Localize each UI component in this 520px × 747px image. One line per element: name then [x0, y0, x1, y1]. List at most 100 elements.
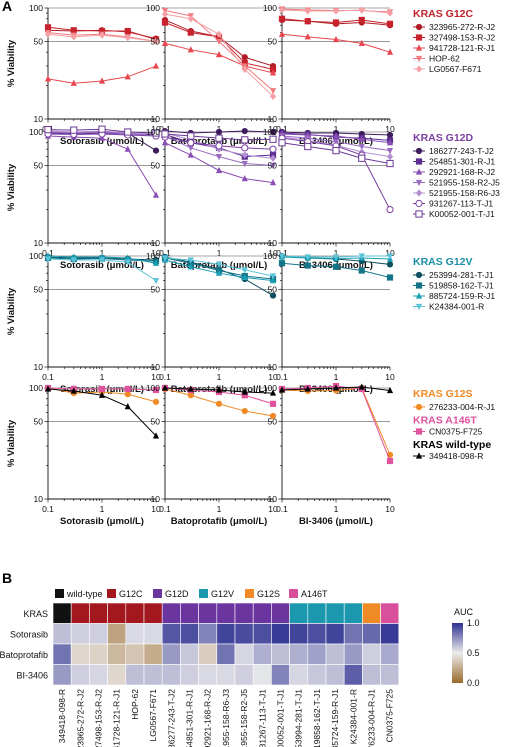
status-swatch: [199, 589, 208, 598]
y-tick-label: 10: [268, 362, 278, 372]
y-tick-label: 50: [151, 284, 161, 294]
auc-cell: [89, 643, 108, 665]
y-tick-label: 10: [268, 238, 278, 248]
data-point: [278, 6, 286, 14]
y-axis-label: % Viability: [6, 39, 17, 87]
data-point: [124, 254, 131, 261]
series-941728-121-r-j1: [278, 30, 394, 55]
legend-label: 254851-301-R-J1: [429, 157, 495, 167]
auc-cell: [52, 643, 72, 665]
data-point: [44, 126, 52, 134]
legend-kras-g12d: KRAS G12D 186277-243-T-J2254851-301-R-J12…: [413, 132, 500, 219]
kras-cell: [271, 602, 290, 624]
data-point: [187, 132, 195, 140]
legend-label: 931267-113-T-J1: [429, 199, 493, 209]
x-tick-label: 10: [385, 504, 395, 514]
data-point: [241, 175, 248, 182]
legend-label: HOP-62: [429, 54, 460, 64]
legend-entry: 931267-113-T-J1: [413, 199, 493, 209]
series-k00052-001-t-j1: [44, 125, 160, 137]
heatmap-row-label: KRAS: [23, 609, 48, 619]
heatmap-column-label: 521955-158-R6-J3: [221, 689, 231, 747]
legend-marker: [415, 303, 423, 311]
heatmap-column-label: 885724-159-R-J1: [330, 689, 340, 747]
data-point: [70, 126, 78, 134]
auc-cell: [180, 623, 199, 645]
series-349418-098-r: [278, 383, 394, 394]
data-point: [269, 154, 277, 162]
auc-cell: [307, 664, 327, 686]
status-label: G12S: [257, 589, 280, 599]
kras-cell: [125, 602, 145, 624]
data-point: [358, 154, 366, 162]
legend-marker: [415, 452, 423, 459]
y-tick-label: 100: [29, 3, 43, 13]
status-label: G12V: [211, 589, 234, 599]
data-point: [241, 388, 248, 395]
auc-cell: [216, 623, 236, 645]
y-tick-label: 50: [268, 36, 278, 46]
y-tick-label: 100: [263, 127, 277, 137]
data-point: [241, 407, 248, 415]
data-point: [70, 257, 77, 264]
x-tick-label: 1: [217, 504, 222, 514]
kras-cell: [343, 602, 363, 624]
kras-cell: [143, 602, 163, 624]
y-tick-label: 10: [268, 114, 278, 124]
x-tick-label: 10: [385, 124, 395, 134]
kras-cell: [289, 602, 309, 624]
data-point: [215, 166, 223, 174]
data-point: [358, 267, 365, 274]
legend-label: 327498-153-R-J2: [429, 33, 495, 43]
y-tick-label: 100: [146, 383, 160, 393]
data-point: [269, 145, 277, 153]
auc-cell: [362, 643, 381, 665]
auc-cell: [343, 623, 363, 645]
x-tick-label: 10: [385, 372, 395, 382]
legend-entry: CN0375-F725: [413, 427, 483, 437]
status-legend-g12d: G12D: [153, 589, 189, 599]
data-point: [215, 261, 223, 269]
x-tick-label: 10: [151, 372, 161, 382]
data-point: [269, 92, 277, 100]
auc-cell: [70, 643, 90, 665]
auc-cell: [198, 623, 218, 645]
data-point: [161, 10, 169, 18]
y-tick-label: 50: [268, 284, 278, 294]
series-cn0375-f725: [278, 383, 394, 465]
data-point: [124, 385, 131, 393]
auc-cell: [271, 643, 290, 665]
legend-entry: LG0567-F671: [413, 64, 482, 74]
data-point: [304, 18, 311, 25]
legend-entry: 941728-121-R-J1: [413, 43, 495, 53]
data-point: [98, 391, 106, 398]
data-point: [124, 27, 131, 35]
legend-entry: 186277-243-T-J2: [413, 146, 494, 156]
data-point: [304, 385, 311, 392]
auc-cell: [216, 664, 236, 686]
data-point: [332, 384, 340, 391]
legend-entry: 276233-004-R-J1: [413, 402, 495, 412]
kras-cell: [362, 602, 381, 624]
heatmap-column-label: 292921-168-R-J2: [203, 689, 213, 747]
data-point: [241, 127, 248, 135]
data-point: [386, 159, 394, 168]
y-axis-label: % Viability: [6, 163, 17, 211]
data-point: [386, 20, 394, 27]
y-tick-label: 100: [263, 251, 277, 261]
heatmap-column-label: 931267-113-T-J1: [257, 689, 267, 747]
data-point: [332, 35, 340, 43]
legend-entry: 885724-159-R-J1: [413, 291, 495, 301]
y-tick-label: 10: [34, 494, 44, 504]
status-swatch: [107, 589, 116, 598]
data-point: [386, 139, 394, 146]
auc-cell: [271, 664, 290, 686]
data-point: [98, 27, 106, 35]
y-tick-label: 100: [29, 127, 43, 137]
data-point: [152, 129, 160, 137]
